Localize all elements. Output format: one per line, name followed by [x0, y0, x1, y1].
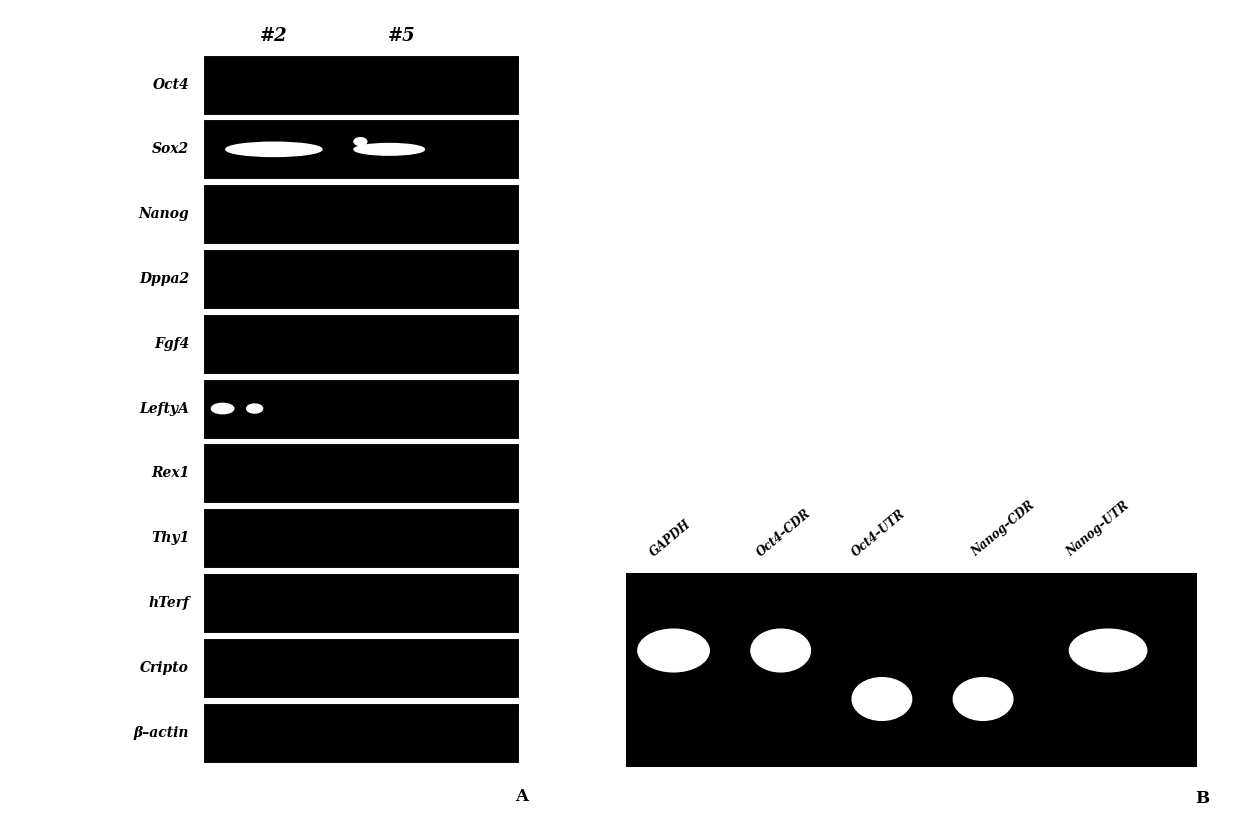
Text: hTerf: hTerf [149, 596, 190, 610]
Bar [203, 120, 520, 179]
Text: Sox2: Sox2 [153, 143, 190, 157]
Text: #5: #5 [388, 27, 415, 45]
Text: Nanog–UTR: Nanog–UTR [1064, 499, 1132, 559]
Text: Nanog–CDR: Nanog–CDR [968, 499, 1037, 559]
Text: Rex1: Rex1 [151, 466, 190, 480]
Bar [203, 638, 520, 698]
Text: Oct4: Oct4 [153, 78, 190, 92]
Ellipse shape [247, 404, 263, 413]
Text: Nanog: Nanog [139, 207, 190, 221]
Bar [626, 573, 1198, 767]
Text: Oct4–UTR: Oct4–UTR [849, 507, 908, 559]
Text: B: B [1195, 790, 1209, 807]
Ellipse shape [353, 138, 367, 145]
Ellipse shape [852, 677, 911, 720]
Bar [203, 184, 520, 244]
Bar [203, 443, 520, 503]
Ellipse shape [751, 629, 811, 672]
Text: #2: #2 [260, 27, 288, 45]
Text: Dppa2: Dppa2 [139, 272, 190, 286]
Bar [203, 508, 520, 568]
Bar [203, 249, 520, 309]
Text: LeftyA: LeftyA [139, 402, 190, 416]
Text: Oct4–CDR: Oct4–CDR [754, 507, 813, 559]
Text: Cripto: Cripto [140, 661, 190, 675]
Ellipse shape [954, 677, 1013, 720]
Text: A: A [516, 788, 528, 804]
Bar [203, 703, 520, 762]
Bar [203, 314, 520, 374]
Bar [203, 379, 520, 439]
Bar [203, 54, 520, 115]
Ellipse shape [226, 142, 322, 157]
Text: Thy1: Thy1 [151, 531, 190, 545]
Bar [203, 573, 520, 633]
Ellipse shape [637, 629, 709, 672]
Ellipse shape [211, 403, 234, 413]
Text: GAPDH: GAPDH [647, 517, 693, 559]
Text: β–actin: β–actin [134, 725, 190, 739]
Ellipse shape [1069, 629, 1147, 672]
Ellipse shape [353, 144, 424, 155]
Text: Fgf4: Fgf4 [154, 337, 190, 351]
